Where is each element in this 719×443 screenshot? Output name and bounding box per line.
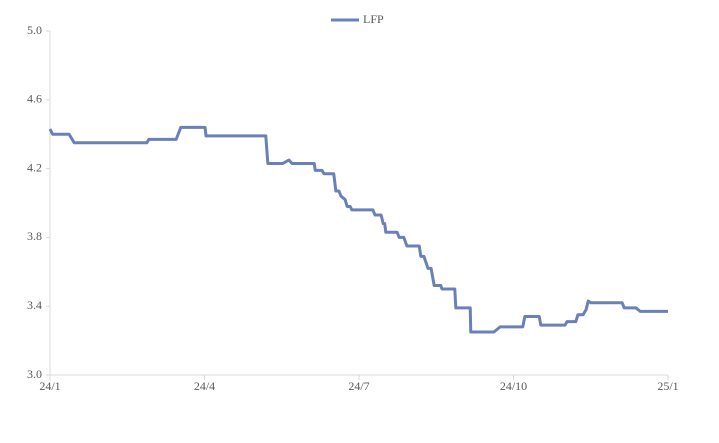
x-tick-label: 24/4: [194, 379, 215, 393]
y-tick-label: 5.0: [27, 23, 42, 37]
y-tick-label: 4.6: [27, 92, 42, 106]
x-tick-label: 25/1: [657, 379, 678, 393]
x-tick-label: 24/1: [39, 379, 60, 393]
y-tick-label: 4.2: [27, 160, 42, 174]
line: [48, 125, 668, 334]
legend-label: LFP: [363, 12, 384, 26]
y-tick-label: 3.8: [27, 229, 42, 243]
y-tick-label: 3.0: [27, 367, 42, 381]
x-tick-label: 24/10: [500, 379, 527, 393]
y-tick-label: 3.4: [27, 298, 42, 312]
x-tick-label: 24/7: [348, 379, 369, 393]
